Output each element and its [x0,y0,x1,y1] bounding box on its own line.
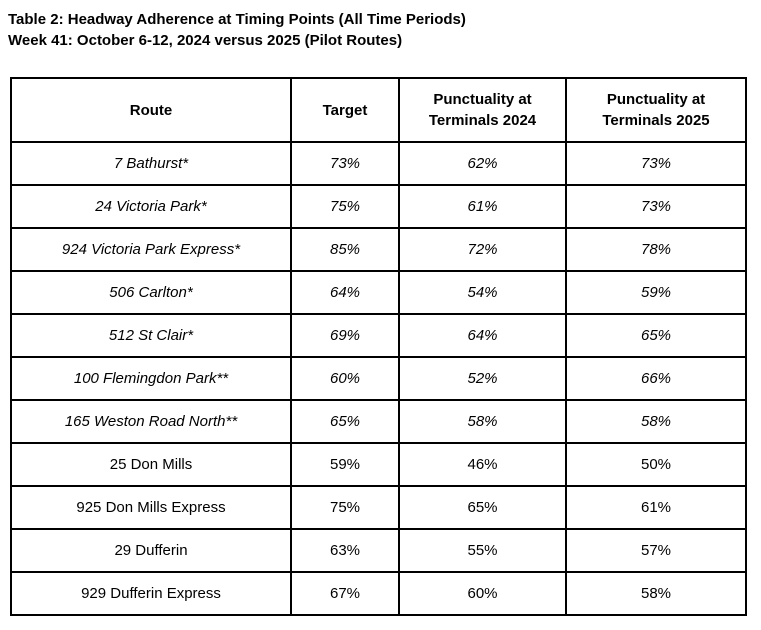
target-cell: 85% [290,227,400,272]
table-row: 929 Dufferin Express 67% 60% 58% [10,571,747,616]
punctuality-2025-cell: 61% [565,485,747,530]
header-route: Route [10,77,292,143]
table-row: 924 Victoria Park Express* 85% 72% 78% [10,227,747,272]
punctuality-2024-cell: 58% [398,399,567,444]
table-row: 100 Flemingdon Park** 60% 52% 66% [10,356,747,401]
punctuality-2025-cell: 66% [565,356,747,401]
table-row: 24 Victoria Park* 75% 61% 73% [10,184,747,229]
target-cell: 75% [290,485,400,530]
route-cell: 24 Victoria Park* [10,184,292,229]
table-row: 7 Bathurst* 73% 62% 73% [10,141,747,186]
table-row: 25 Don Mills 59% 46% 50% [10,442,747,487]
target-cell: 65% [290,399,400,444]
table-row: 512 St Clair* 69% 64% 65% [10,313,747,358]
table-row: 925 Don Mills Express 75% 65% 61% [10,485,747,530]
table-row: 165 Weston Road North** 65% 58% 58% [10,399,747,444]
target-cell: 73% [290,141,400,186]
table-title-line-1: Table 2: Headway Adherence at Timing Poi… [8,11,466,28]
punctuality-2024-cell: 62% [398,141,567,186]
target-cell: 59% [290,442,400,487]
punctuality-2025-cell: 57% [565,528,747,573]
punctuality-2024-cell: 72% [398,227,567,272]
headway-adherence-table: Route Target Punctuality at Terminals 20… [10,77,747,616]
target-cell: 60% [290,356,400,401]
table-title-line-2: Week 41: October 6-12, 2024 versus 2025 … [8,32,403,49]
punctuality-2025-cell: 58% [565,399,747,444]
punctuality-2025-cell: 50% [565,442,747,487]
punctuality-2025-cell: 73% [565,184,747,229]
header-punctuality-2025: Punctuality at Terminals 2025 [565,77,747,143]
route-cell: 29 Dufferin [10,528,292,573]
punctuality-2024-cell: 64% [398,313,567,358]
header-target: Target [290,77,400,143]
route-cell: 100 Flemingdon Park** [10,356,292,401]
route-cell: 506 Carlton* [10,270,292,315]
punctuality-2025-cell: 59% [565,270,747,315]
target-cell: 64% [290,270,400,315]
route-cell: 25 Don Mills [10,442,292,487]
punctuality-2025-cell: 65% [565,313,747,358]
punctuality-2024-cell: 55% [398,528,567,573]
punctuality-2025-cell: 73% [565,141,747,186]
route-cell: 512 St Clair* [10,313,292,358]
route-cell: 7 Bathurst* [10,141,292,186]
table-row: 29 Dufferin 63% 55% 57% [10,528,747,573]
punctuality-2024-cell: 60% [398,571,567,616]
header-punctuality-2024: Punctuality at Terminals 2024 [398,77,567,143]
punctuality-2024-cell: 46% [398,442,567,487]
target-cell: 75% [290,184,400,229]
route-cell: 925 Don Mills Express [10,485,292,530]
target-cell: 67% [290,571,400,616]
punctuality-2024-cell: 54% [398,270,567,315]
punctuality-2024-cell: 65% [398,485,567,530]
table-title: Table 2: Headway Adherence at Timing Poi… [0,0,761,51]
route-cell: 924 Victoria Park Express* [10,227,292,272]
target-cell: 69% [290,313,400,358]
punctuality-2024-cell: 52% [398,356,567,401]
route-cell: 929 Dufferin Express [10,571,292,616]
target-cell: 63% [290,528,400,573]
punctuality-2024-cell: 61% [398,184,567,229]
table-row: 506 Carlton* 64% 54% 59% [10,270,747,315]
punctuality-2025-cell: 78% [565,227,747,272]
table-header-row: Route Target Punctuality at Terminals 20… [10,77,747,143]
route-cell: 165 Weston Road North** [10,399,292,444]
punctuality-2025-cell: 58% [565,571,747,616]
